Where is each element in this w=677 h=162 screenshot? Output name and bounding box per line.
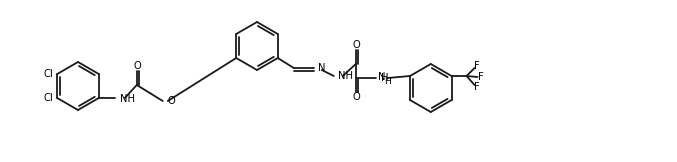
Text: O: O [134,61,141,71]
Text: O: O [353,92,361,102]
Text: O: O [353,40,361,50]
Text: F: F [474,82,479,92]
Text: N: N [378,72,385,82]
Text: NH: NH [120,94,135,104]
Text: H: H [380,73,389,83]
Text: N: N [318,63,325,73]
Text: Cl: Cl [43,69,53,79]
Text: Cl: Cl [43,93,53,103]
Text: NH: NH [338,71,353,81]
Text: O: O [168,96,175,106]
Text: H: H [384,76,391,86]
Text: F: F [474,61,479,71]
Text: F: F [478,72,483,82]
